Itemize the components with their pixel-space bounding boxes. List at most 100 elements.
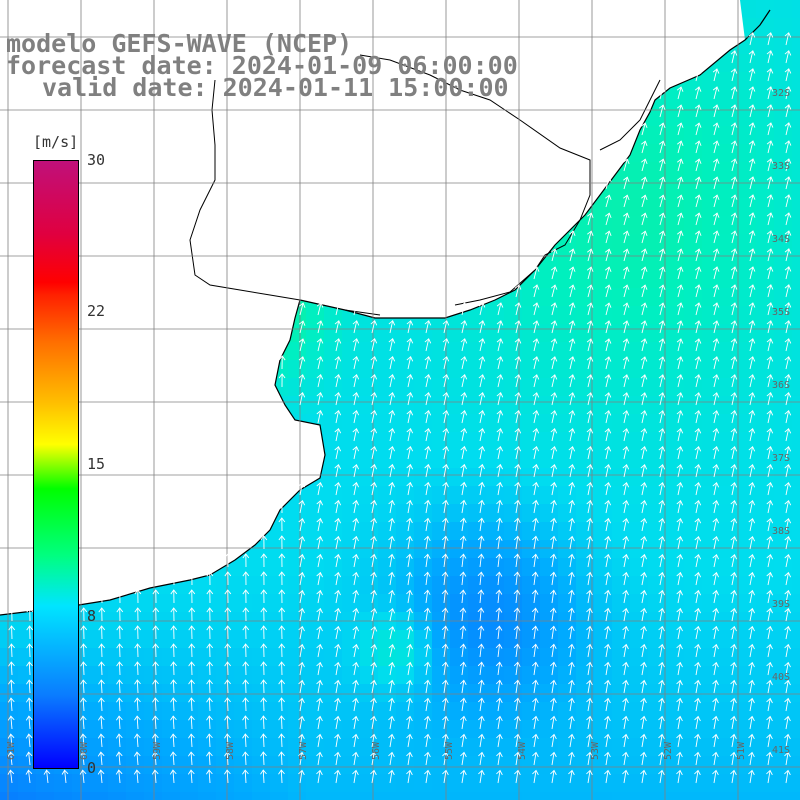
- wind-arrow-head: [712, 464, 720, 470]
- field-cell: [684, 450, 703, 469]
- wind-arrow-shaft: [119, 644, 121, 658]
- wind-arrow-shaft: [659, 86, 664, 100]
- wind-arrow-head: [477, 625, 485, 631]
- field-cell: [738, 486, 757, 505]
- wind-arrow-head: [623, 158, 630, 165]
- field-cell: [558, 756, 577, 775]
- wind-arrow-head: [370, 409, 378, 416]
- field-cell: [648, 702, 667, 721]
- field-cell: [702, 558, 721, 577]
- wind-arrow-shaft: [551, 572, 555, 586]
- wind-arrow: [586, 356, 594, 370]
- field-cell: [342, 378, 361, 397]
- field-cell: [486, 468, 505, 487]
- wind-arrow: [278, 535, 286, 550]
- field-cell: [594, 630, 613, 649]
- wind-arrow-shaft: [623, 536, 627, 550]
- field-cell: [252, 648, 271, 667]
- wind-arrow-head: [694, 194, 702, 200]
- wind-arrow-shaft: [515, 374, 520, 388]
- wind-arrow-shaft: [767, 104, 772, 118]
- field-cell: [0, 756, 19, 775]
- wind-arrow: [766, 410, 774, 424]
- field-cell: [792, 342, 800, 361]
- field-cell: [756, 144, 775, 163]
- wind-arrow-head: [352, 374, 360, 380]
- wind-arrow-shaft: [461, 590, 464, 604]
- field-cell: [270, 540, 289, 559]
- wind-arrow-shaft: [749, 536, 753, 550]
- wind-arrow-head: [352, 320, 360, 326]
- wind-arrow-shaft: [353, 410, 357, 424]
- wind-arrow-shaft: [497, 518, 501, 532]
- wind-arrow-shaft: [749, 518, 753, 532]
- field-cell: [540, 738, 559, 757]
- wind-arrow: [442, 427, 450, 442]
- field-cell: [756, 702, 775, 721]
- wind-arrow-shaft: [713, 284, 718, 298]
- field-cell: [612, 468, 631, 487]
- wind-arrow-head: [784, 194, 792, 200]
- wind-arrow-head: [568, 392, 576, 398]
- field-cell: [648, 756, 667, 775]
- wind-arrow: [730, 122, 738, 136]
- wind-arrow-shaft: [515, 356, 520, 370]
- wind-arrow-shaft: [533, 500, 537, 514]
- field-cell: [774, 792, 793, 800]
- wind-arrow-head: [352, 463, 360, 470]
- wind-arrow-head: [622, 571, 629, 578]
- wind-arrow-shaft: [677, 554, 681, 568]
- wind-arrow-head: [640, 499, 648, 506]
- wind-arrow-head: [694, 571, 702, 578]
- wind-arrow-head: [766, 122, 774, 128]
- wind-arrow-head: [604, 284, 612, 290]
- field-cell: [180, 702, 199, 721]
- wind-arrow: [676, 374, 684, 388]
- field-cell: [468, 774, 487, 793]
- wind-arrow-head: [766, 284, 774, 290]
- wind-arrow: [694, 643, 701, 658]
- field-cell: [738, 216, 757, 235]
- wind-arrow: [712, 140, 720, 154]
- wind-arrow: [224, 553, 232, 568]
- wind-arrow: [694, 374, 702, 388]
- wind-arrow: [298, 589, 305, 604]
- wind-arrow-head: [658, 266, 666, 272]
- field-cell: [666, 198, 685, 217]
- wind-arrow-head: [784, 481, 792, 488]
- wind-arrow-shaft: [713, 464, 718, 478]
- wind-arrow-head: [188, 643, 196, 649]
- field-cell: [504, 414, 523, 433]
- wind-arrow-head: [424, 499, 431, 506]
- wind-arrow-head: [658, 320, 666, 326]
- wind-arrow-shaft: [461, 500, 465, 514]
- wind-arrow-shaft: [569, 231, 574, 244]
- wind-arrow: [496, 517, 503, 532]
- field-cell: [792, 774, 800, 793]
- wind-arrow: [188, 643, 196, 658]
- wind-arrow-head: [550, 320, 558, 326]
- wind-arrow-shaft: [605, 572, 609, 586]
- wind-arrow-head: [298, 374, 306, 380]
- field-cell: [630, 360, 649, 379]
- wind-arrow: [748, 140, 756, 154]
- wind-arrow-head: [278, 373, 286, 379]
- field-cell: [774, 504, 793, 523]
- wind-arrow-shaft: [497, 626, 500, 640]
- field-cell: [198, 576, 217, 595]
- field-cell: [738, 522, 757, 541]
- field-cell: [774, 630, 793, 649]
- wind-arrow-head: [134, 607, 142, 613]
- field-cell: [270, 756, 289, 775]
- field-cell: [90, 774, 109, 793]
- field-cell: [684, 594, 703, 613]
- field-cell: [252, 558, 271, 577]
- wind-arrow-shaft: [695, 86, 700, 100]
- wind-arrow-head: [134, 643, 142, 649]
- wind-arrow: [712, 104, 720, 118]
- wind-arrow: [658, 392, 666, 406]
- wind-arrow-head: [748, 499, 756, 506]
- wind-arrow: [676, 248, 684, 262]
- field-cell: [288, 756, 307, 775]
